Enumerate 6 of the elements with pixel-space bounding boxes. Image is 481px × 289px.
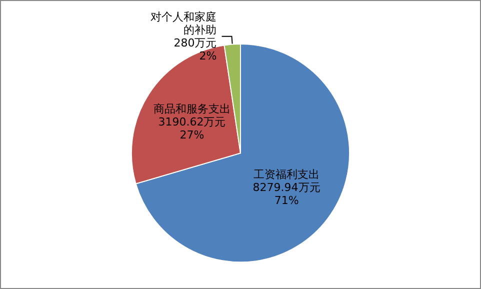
slice-label: 对个人和家庭的补助 [150, 10, 217, 36]
slice-label: 商品和服务支出 [154, 102, 231, 116]
data-label: 3190.62万元 27% [158, 116, 226, 142]
data-label: 280万元 2% [174, 36, 217, 62]
slice-label: 工资福利支出 [254, 168, 320, 182]
data-label: 8279.94万元 71% [252, 181, 320, 208]
